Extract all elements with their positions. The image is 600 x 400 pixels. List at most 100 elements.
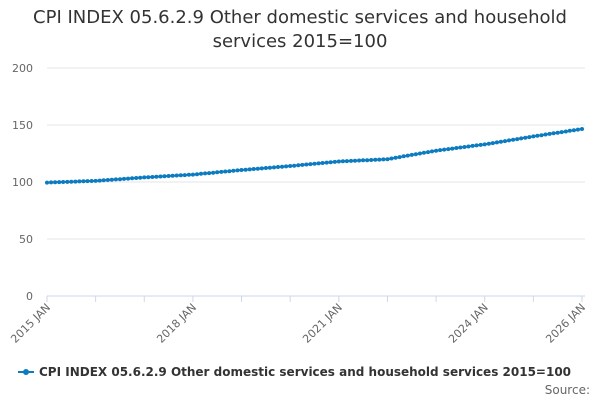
data-point[interactable] xyxy=(130,176,135,181)
data-point[interactable] xyxy=(580,127,584,131)
data-point[interactable] xyxy=(434,148,439,153)
data-point[interactable] xyxy=(263,166,268,170)
data-point[interactable] xyxy=(336,159,341,164)
data-point[interactable] xyxy=(251,167,256,171)
data-point[interactable] xyxy=(308,162,313,167)
data-point[interactable] xyxy=(575,127,580,132)
data-point[interactable] xyxy=(207,171,212,176)
data-point[interactable] xyxy=(519,136,524,141)
data-point[interactable] xyxy=(166,174,171,178)
data-point[interactable] xyxy=(142,175,147,180)
data-point[interactable] xyxy=(381,157,386,162)
data-point[interactable] xyxy=(93,178,98,183)
data-point[interactable] xyxy=(199,171,203,176)
data-point[interactable] xyxy=(280,164,285,169)
data-point[interactable] xyxy=(203,171,208,176)
data-point[interactable] xyxy=(57,180,62,185)
data-point[interactable] xyxy=(454,146,459,150)
data-point[interactable] xyxy=(320,161,325,165)
data-point[interactable] xyxy=(259,166,264,171)
data-point[interactable] xyxy=(65,179,70,184)
data-point[interactable] xyxy=(486,141,491,146)
data-point[interactable] xyxy=(178,173,183,178)
data-point[interactable] xyxy=(73,179,78,184)
data-point[interactable] xyxy=(503,139,507,144)
data-point[interactable] xyxy=(361,158,366,163)
data-point[interactable] xyxy=(113,177,118,182)
data-point[interactable] xyxy=(365,158,370,163)
data-point[interactable] xyxy=(292,163,297,168)
data-point[interactable] xyxy=(413,152,418,157)
data-point[interactable] xyxy=(357,158,362,163)
data-point[interactable] xyxy=(223,169,228,174)
data-point[interactable] xyxy=(61,180,66,184)
data-point[interactable] xyxy=(190,172,195,177)
data-point[interactable] xyxy=(377,157,382,162)
data-point[interactable] xyxy=(231,168,236,173)
data-point[interactable] xyxy=(389,156,394,161)
data-point[interactable] xyxy=(146,175,151,180)
data-point[interactable] xyxy=(349,158,353,163)
data-point[interactable] xyxy=(535,133,540,138)
data-point[interactable] xyxy=(328,160,333,165)
data-point[interactable] xyxy=(312,161,317,166)
data-point[interactable] xyxy=(267,165,272,170)
data-point[interactable] xyxy=(340,159,345,164)
data-point[interactable] xyxy=(559,130,564,135)
data-point[interactable] xyxy=(109,177,114,182)
data-point[interactable] xyxy=(304,162,309,167)
data-point[interactable] xyxy=(162,174,167,179)
data-point[interactable] xyxy=(89,179,94,183)
data-point[interactable] xyxy=(426,150,430,155)
data-point[interactable] xyxy=(555,130,560,135)
data-point[interactable] xyxy=(150,175,155,179)
data-point[interactable] xyxy=(446,147,451,152)
data-point[interactable] xyxy=(515,137,520,142)
data-point[interactable] xyxy=(551,131,556,136)
data-point[interactable] xyxy=(523,135,528,140)
data-point[interactable] xyxy=(401,154,406,159)
data-point[interactable] xyxy=(211,170,216,175)
data-point[interactable] xyxy=(243,167,248,172)
data-point[interactable] xyxy=(393,155,398,160)
data-point[interactable] xyxy=(397,155,402,160)
data-point[interactable] xyxy=(438,148,443,153)
data-point[interactable] xyxy=(405,153,410,158)
data-point[interactable] xyxy=(174,173,179,178)
data-point[interactable] xyxy=(296,163,301,168)
data-point[interactable] xyxy=(219,169,224,174)
data-point[interactable] xyxy=(539,133,544,138)
data-point[interactable] xyxy=(430,149,434,154)
data-point[interactable] xyxy=(507,138,511,143)
data-point[interactable] xyxy=(344,159,349,164)
data-point[interactable] xyxy=(567,128,572,133)
data-point[interactable] xyxy=(215,170,220,175)
data-point[interactable] xyxy=(105,178,110,182)
data-point[interactable] xyxy=(69,179,74,184)
data-point[interactable] xyxy=(85,179,90,184)
data-point[interactable] xyxy=(421,150,426,155)
data-point[interactable] xyxy=(385,157,390,162)
data-point[interactable] xyxy=(227,169,232,174)
data-point[interactable] xyxy=(474,143,479,148)
data-point[interactable] xyxy=(138,175,143,180)
data-point[interactable] xyxy=(186,172,191,177)
data-point[interactable] xyxy=(45,180,49,185)
data-point[interactable] xyxy=(527,135,532,140)
data-point[interactable] xyxy=(417,151,422,156)
data-point[interactable] xyxy=(494,140,499,145)
data-point[interactable] xyxy=(373,157,378,162)
data-point[interactable] xyxy=(482,142,487,147)
data-point[interactable] xyxy=(490,141,495,146)
data-point[interactable] xyxy=(442,147,447,152)
data-point[interactable] xyxy=(195,172,199,177)
data-point[interactable] xyxy=(353,158,357,163)
data-point[interactable] xyxy=(81,179,86,184)
data-point[interactable] xyxy=(324,160,329,165)
data-point[interactable] xyxy=(134,176,139,180)
data-point[interactable] xyxy=(53,180,58,185)
data-point[interactable] xyxy=(571,128,576,133)
data-point[interactable] xyxy=(276,165,280,169)
data-point[interactable] xyxy=(543,132,548,137)
data-point[interactable] xyxy=(284,164,289,169)
